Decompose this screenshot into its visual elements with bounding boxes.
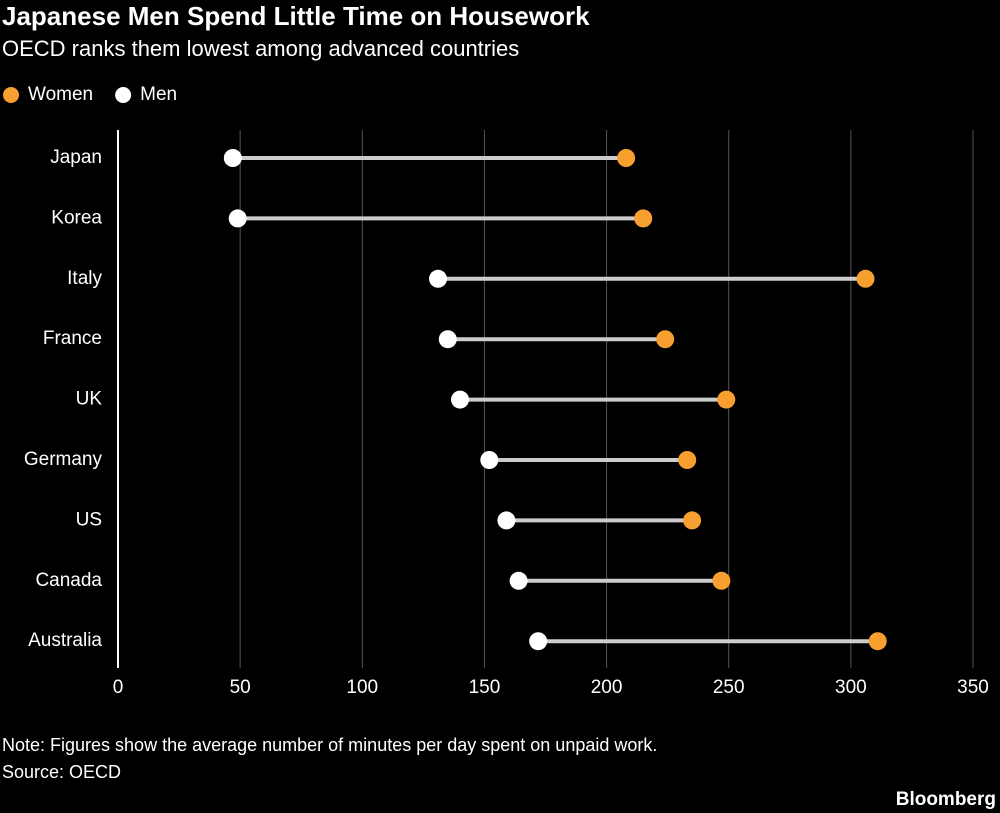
x-tick-label: 0 [113,677,124,698]
dot [712,571,731,590]
dot [438,330,457,349]
y-tick-label: Korea [51,207,102,228]
y-tick-label: Italy [67,268,102,289]
x-tick-label: 250 [713,677,745,698]
dot [429,269,448,288]
y-tick-label: Australia [28,630,102,651]
note: Note: Figures show the average number of… [2,735,657,755]
legend-marker [3,87,19,103]
dot [683,511,702,530]
dot [451,390,469,409]
legend-marker [115,87,132,103]
legend-label: Men [140,84,177,105]
y-tick-label: France [43,328,102,349]
y-tick-label: US [76,509,102,530]
y-tick-label: Canada [35,570,102,591]
x-tick-label: 300 [835,677,867,698]
x-tick-label: 150 [469,677,501,698]
dot [617,149,636,167]
chart-title: Japanese Men Spend Little Time on Housew… [2,1,590,31]
dot [509,571,528,590]
source: Source: OECD [2,762,121,782]
x-tick-label: 200 [591,677,623,698]
chart-subtitle: OECD ranks them lowest among advanced co… [2,36,519,61]
dot [656,330,675,349]
dot [529,632,548,651]
dot [678,451,697,469]
brand: Bloomberg [896,789,996,810]
dot [717,390,736,409]
y-tick-label: Japan [50,147,102,168]
dot [223,149,242,167]
legend-label: Women [28,84,93,105]
x-tick-label: 50 [230,677,251,698]
y-tick-label: UK [76,389,103,410]
x-tick-label: 100 [346,677,378,698]
dot [228,209,247,228]
dot [480,451,499,469]
y-tick-label: Germany [24,449,103,470]
dot [497,511,516,530]
dot [856,269,875,288]
dot [868,632,887,651]
x-tick-label: 350 [957,677,989,698]
dot [634,209,653,228]
